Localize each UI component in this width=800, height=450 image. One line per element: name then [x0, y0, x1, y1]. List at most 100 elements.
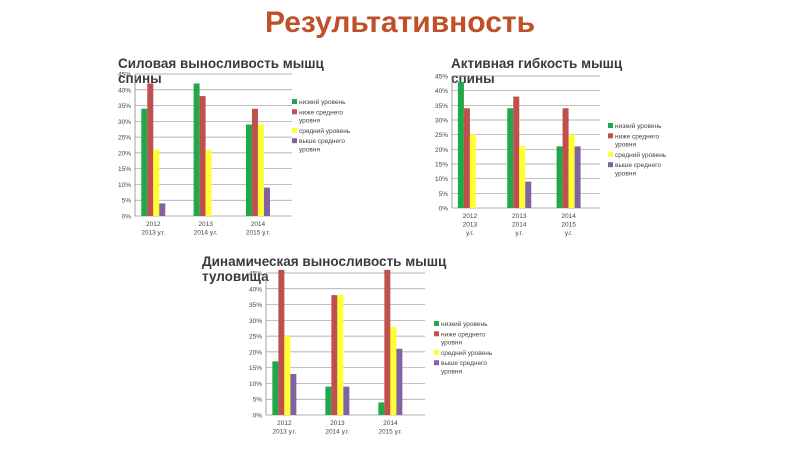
- y-tick-label: 0%: [439, 206, 449, 213]
- legend-label: средний уровень: [441, 349, 493, 357]
- bar: [153, 149, 160, 216]
- y-tick-label: 15%: [118, 166, 131, 173]
- y-tick-label: 35%: [249, 302, 262, 309]
- bar: [525, 181, 532, 208]
- bar: [574, 146, 581, 208]
- y-tick-label: 40%: [435, 88, 448, 95]
- x-tick-label: 2013 у.г.: [272, 429, 296, 436]
- bar: [325, 386, 332, 415]
- x-tick-label: у.г.: [515, 230, 523, 237]
- bar: [147, 83, 154, 216]
- y-tick-label: 35%: [435, 103, 448, 110]
- y-tick-label: 40%: [249, 286, 262, 293]
- bar: [378, 402, 385, 415]
- bar: [193, 83, 200, 216]
- y-tick-label: 30%: [118, 119, 131, 126]
- legend-label: низкий уровень: [299, 98, 346, 106]
- bar: [568, 134, 575, 208]
- x-tick-label: 2012: [463, 213, 478, 220]
- x-tick-label: у.г.: [565, 230, 573, 237]
- x-tick-label: 2014: [251, 221, 266, 228]
- y-tick-label: 45%: [249, 271, 262, 278]
- bar: [290, 373, 297, 415]
- x-tick-label: 2013 у.г.: [141, 230, 165, 237]
- x-tick-label: 2013: [198, 221, 213, 228]
- legend-swatch: [608, 162, 613, 168]
- legend-label: уровня: [615, 142, 636, 149]
- bar: [331, 295, 338, 415]
- legend-label: выше среднего: [615, 162, 661, 169]
- y-tick-label: 10%: [249, 381, 262, 388]
- x-tick-label: 2015 у.г.: [378, 429, 402, 436]
- x-tick-label: 2014: [561, 213, 576, 220]
- y-tick-label: 5%: [439, 191, 449, 198]
- legend-label: ниже среднего: [299, 109, 344, 116]
- y-tick-label: 0%: [253, 413, 263, 420]
- bar: [141, 108, 148, 216]
- y-tick-label: 0%: [122, 214, 132, 221]
- chart-title-trunk-endurance: Динамическая выносливость мышц туловища: [202, 254, 447, 284]
- chart-title-back-strength: Силовая выносливость мышц спины: [118, 56, 324, 86]
- legend-label: выше среднего: [441, 360, 487, 367]
- bar: [396, 348, 403, 415]
- legend-label: низкий уровень: [441, 320, 488, 328]
- bar: [199, 96, 206, 216]
- bar: [205, 149, 212, 216]
- y-tick-label: 40%: [118, 87, 131, 94]
- legend-label: ниже среднего: [441, 331, 486, 338]
- legend-label: уровня: [441, 369, 462, 376]
- legend-swatch: [608, 123, 613, 128]
- x-tick-label: 2014 у.г.: [325, 429, 349, 436]
- x-tick-label: 2013: [463, 222, 478, 229]
- legend-label: уровня: [299, 118, 320, 125]
- bar: [463, 108, 470, 208]
- bar: [519, 146, 526, 208]
- y-tick-label: 45%: [435, 74, 448, 81]
- legend-swatch: [608, 151, 613, 157]
- legend-swatch: [292, 127, 297, 133]
- legend-swatch: [434, 321, 439, 326]
- y-tick-label: 20%: [118, 150, 131, 157]
- legend-swatch: [292, 99, 297, 104]
- bar: [513, 96, 520, 208]
- legend-swatch: [608, 133, 613, 139]
- bar: [284, 336, 291, 415]
- legend-label: уровня: [615, 171, 636, 178]
- y-tick-label: 15%: [435, 162, 448, 169]
- y-tick-label: 25%: [435, 132, 448, 139]
- y-tick-label: 35%: [118, 103, 131, 110]
- legend-swatch: [434, 349, 439, 355]
- bar: [245, 124, 252, 216]
- bar: [272, 361, 279, 415]
- bar: [257, 124, 264, 216]
- x-tick-label: 2014: [512, 222, 527, 229]
- bar: [384, 269, 391, 415]
- bar: [507, 108, 514, 208]
- bar: [562, 108, 569, 208]
- bar: [457, 81, 464, 208]
- x-tick-label: 2013: [330, 420, 345, 427]
- bar: [343, 386, 350, 415]
- legend-label: средний уровень: [615, 151, 667, 159]
- x-tick-label: 2015 у.г.: [246, 230, 270, 237]
- y-tick-label: 25%: [118, 135, 131, 142]
- x-tick-label: 2015: [561, 222, 576, 229]
- bar: [278, 269, 285, 415]
- y-tick-label: 25%: [249, 334, 262, 341]
- legend-swatch: [292, 109, 297, 115]
- x-tick-label: у.г.: [466, 230, 474, 237]
- x-tick-label: 2014: [383, 420, 398, 427]
- y-tick-label: 20%: [249, 349, 262, 356]
- bar: [159, 203, 166, 216]
- legend-label: средний уровень: [299, 127, 351, 135]
- bar: [337, 295, 344, 415]
- legend-swatch: [292, 138, 297, 144]
- x-tick-label: 2014 у.г.: [194, 230, 218, 237]
- y-tick-label: 5%: [253, 397, 263, 404]
- y-tick-label: 45%: [118, 72, 131, 79]
- bar: [263, 187, 270, 216]
- legend-label: низкий уровень: [615, 122, 662, 130]
